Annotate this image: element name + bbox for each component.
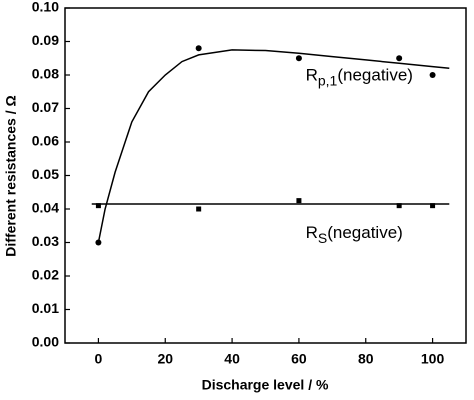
x-tick-label: 100 [421, 351, 445, 367]
y-tick-label: 0.04 [32, 200, 59, 216]
y-tick-label: 0.10 [32, 0, 59, 15]
annotation-subscript: p,1 [318, 72, 338, 88]
point [296, 198, 302, 204]
plot-frame [64, 7, 467, 344]
x-tick-label: 80 [358, 351, 374, 367]
fit-line [97, 49, 450, 243]
y-tick-label: 0.00 [32, 334, 59, 350]
x-tick-label: 60 [291, 351, 307, 367]
point [429, 72, 436, 78]
y-tick-label: 0.03 [32, 233, 59, 249]
y-tick-label: 0.02 [32, 267, 59, 283]
annotation-subscript: S [318, 230, 327, 246]
point [195, 45, 202, 52]
point [295, 55, 302, 62]
x-tick-label: 40 [224, 351, 240, 367]
point [95, 203, 101, 209]
annotation-main: R [306, 224, 318, 243]
annotation-suffix: (negative) [337, 66, 413, 85]
point [430, 203, 436, 209]
x-tick-label: 20 [157, 351, 173, 367]
x-axis-label: Discharge level / % [202, 377, 329, 393]
y-tick-label: 0.08 [32, 66, 59, 82]
annotation-suffix: (negative) [327, 224, 403, 243]
y-tick-label: 0.07 [32, 99, 59, 115]
point [396, 55, 403, 62]
y-axis-label: Different resistances / Ω [3, 95, 19, 256]
annotation: Rp,1(negative) [306, 66, 413, 88]
annotation-main: R [306, 66, 318, 85]
y-tick-label: 0.01 [32, 300, 59, 316]
x-tick-label: 0 [95, 351, 103, 367]
annotation: RS(negative) [306, 224, 403, 246]
y-tick-label: 0.06 [32, 133, 59, 149]
point [396, 203, 402, 209]
y-tick-label: 0.05 [32, 166, 59, 182]
point [196, 206, 202, 212]
y-tick-label: 0.09 [32, 32, 59, 48]
